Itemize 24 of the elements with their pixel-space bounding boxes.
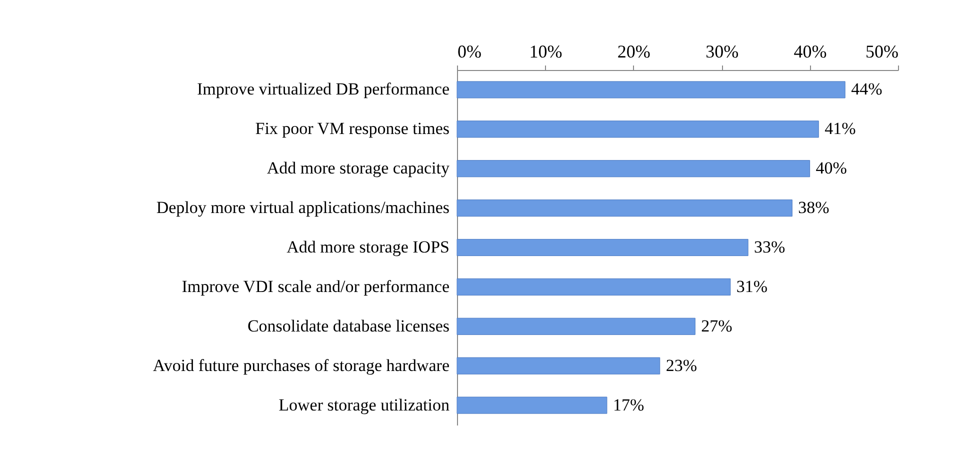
y-tick-label: Deploy more virtual applications/machines <box>156 198 450 218</box>
x-tick-label: 10% <box>529 42 562 62</box>
x-tick-label: 20% <box>617 42 650 62</box>
y-tick-label: Improve VDI scale and/or performance <box>182 276 450 296</box>
data-label: 41% <box>824 119 856 138</box>
x-tick-label: 30% <box>706 42 739 62</box>
data-label: 38% <box>798 198 830 218</box>
y-tick-label: Lower storage utilization <box>278 395 450 414</box>
y-tick-label: Consolidate database licenses <box>247 316 450 336</box>
data-label: 27% <box>701 316 732 336</box>
data-label: 33% <box>754 238 786 256</box>
data-label: 23% <box>666 356 698 375</box>
y-tick-label: Add more storage IOPS <box>286 238 450 256</box>
y-tick-label: Avoid future purchases of storage hardware <box>152 356 450 375</box>
x-tick-label: 40% <box>794 42 827 62</box>
y-tick-label: Fix poor VM response times <box>255 119 450 138</box>
data-label: 31% <box>736 276 768 296</box>
y-tick-label: Improve virtualized DB performance <box>196 80 450 99</box>
x-tick-label: 0% <box>458 42 482 62</box>
x-tick-label: 50% <box>866 42 898 62</box>
y-tick-label: Add more storage capacity <box>266 158 450 178</box>
data-label: 17% <box>612 395 644 414</box>
data-label: 44% <box>851 80 882 99</box>
data-label: 40% <box>816 158 847 178</box>
